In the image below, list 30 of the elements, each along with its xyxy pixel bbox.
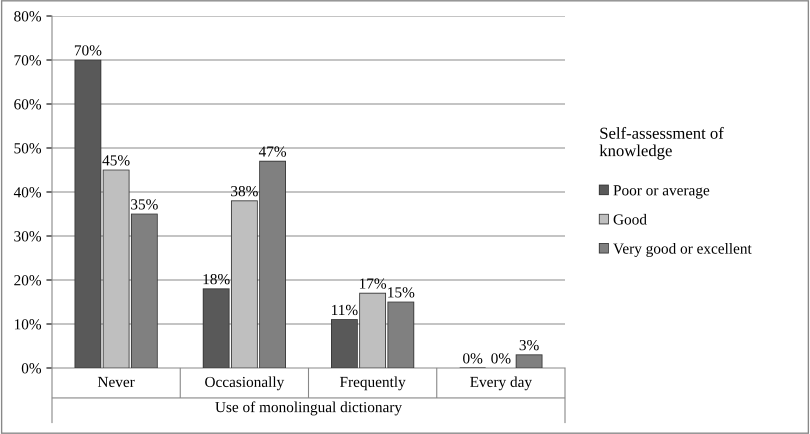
legend-label: Very good or excellent	[613, 243, 752, 257]
y-tick-label: 40%	[14, 187, 42, 198]
legend-label: Good	[614, 214, 647, 225]
data-label: 35%	[131, 199, 158, 210]
x-tick-label: Occasionally	[205, 376, 284, 390]
x-tick-label: Frequently	[340, 376, 406, 390]
legend-title: Self-assessment of knowledge	[600, 126, 724, 160]
data-label: 18%	[204, 274, 230, 284]
y-tick-label: 0%	[22, 363, 42, 374]
data-label: 0%	[463, 353, 482, 364]
y-tick-label: 20%	[14, 275, 42, 286]
y-tick-label: 70%	[14, 55, 42, 66]
y-tick-label: 10%	[14, 319, 42, 330]
x-axis-title: Use of monolingual dictionary	[215, 401, 402, 416]
x-tick-label: Never	[98, 376, 135, 388]
data-label: 47%	[258, 146, 286, 157]
data-label: 15%	[388, 287, 414, 298]
data-label: 0%	[491, 353, 511, 364]
legend-label: Poor or average	[613, 185, 710, 199]
y-tick-label: 60%	[14, 99, 42, 110]
data-label: 17%	[360, 278, 386, 289]
y-tick-label: 30%	[14, 231, 42, 242]
data-label: 38%	[231, 186, 258, 196]
data-label: 45%	[102, 155, 130, 166]
data-label: 3%	[520, 340, 539, 350]
data-label: 70%	[74, 45, 102, 56]
y-tick-label: 80%	[14, 11, 42, 22]
y-tick-label: 50%	[14, 143, 42, 154]
x-tick-label: Every day	[470, 376, 532, 390]
data-label: 11%	[332, 304, 358, 316]
